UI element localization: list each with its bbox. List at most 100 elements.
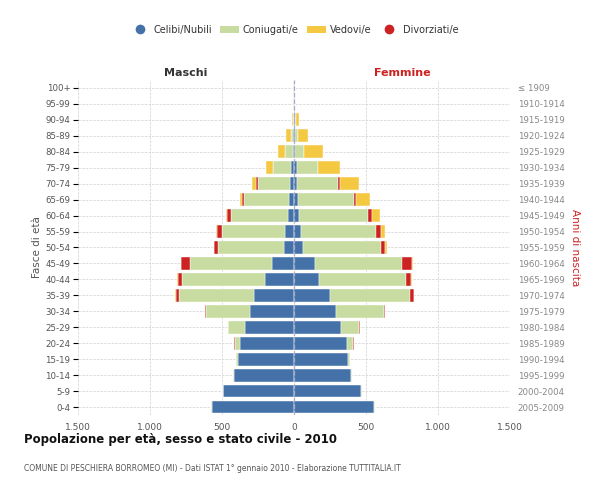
Bar	[294, 130, 295, 142]
Bar	[206, 305, 250, 318]
Bar	[245, 321, 294, 334]
Bar	[240, 337, 294, 349]
Bar	[376, 225, 381, 238]
Bar	[242, 194, 244, 206]
Bar	[294, 353, 348, 366]
Bar	[254, 289, 294, 302]
Text: Popolazione per età, sesso e stato civile - 2010: Popolazione per età, sesso e stato civil…	[24, 432, 337, 446]
Bar	[299, 209, 368, 222]
Bar	[265, 273, 294, 286]
Bar	[298, 194, 355, 206]
Bar	[410, 289, 413, 302]
Bar	[181, 257, 190, 270]
Bar	[272, 257, 294, 270]
Bar	[294, 178, 298, 190]
Y-axis label: Anni di nascita: Anni di nascita	[571, 209, 580, 286]
Bar	[385, 241, 387, 254]
Bar	[295, 146, 304, 158]
Bar	[368, 209, 373, 222]
Bar	[294, 289, 330, 302]
Bar	[294, 194, 298, 206]
Bar	[294, 162, 296, 174]
Bar	[298, 130, 308, 142]
Bar	[274, 162, 292, 174]
Bar	[341, 321, 359, 334]
Bar	[223, 384, 294, 398]
Bar	[295, 114, 296, 126]
Text: Maschi: Maschi	[164, 68, 208, 78]
Bar	[294, 337, 347, 349]
Bar	[233, 368, 294, 382]
Bar	[294, 400, 374, 413]
Bar	[251, 178, 256, 190]
Bar	[290, 130, 293, 142]
Bar	[250, 305, 294, 318]
Bar	[294, 305, 337, 318]
Bar	[190, 257, 272, 270]
Bar	[290, 178, 294, 190]
Bar	[294, 321, 341, 334]
Bar	[319, 273, 406, 286]
Text: Femmine: Femmine	[374, 68, 430, 78]
Bar	[337, 305, 384, 318]
Bar	[223, 225, 285, 238]
Bar	[298, 178, 338, 190]
Bar	[284, 241, 294, 254]
Bar	[214, 241, 218, 254]
Y-axis label: Fasce di età: Fasce di età	[32, 216, 43, 278]
Bar	[266, 162, 273, 174]
Bar	[304, 146, 323, 158]
Bar	[316, 257, 402, 270]
Bar	[330, 289, 410, 302]
Bar	[287, 209, 294, 222]
Bar	[235, 337, 240, 349]
Bar	[296, 162, 318, 174]
Bar	[381, 225, 385, 238]
Bar	[286, 130, 290, 142]
Bar	[240, 194, 242, 206]
Bar	[205, 305, 206, 318]
Bar	[256, 178, 257, 190]
Bar	[227, 209, 232, 222]
Text: COMUNE DI PESCHIERA BORROMEO (MI) - Dati ISTAT 1° gennaio 2010 - Elaborazione TU: COMUNE DI PESCHIERA BORROMEO (MI) - Dati…	[24, 464, 401, 473]
Bar	[361, 384, 362, 398]
Bar	[232, 209, 287, 222]
Bar	[294, 225, 301, 238]
Bar	[384, 305, 385, 318]
Bar	[257, 178, 290, 190]
Bar	[179, 289, 254, 302]
Bar	[338, 178, 340, 190]
Bar	[347, 337, 353, 349]
Bar	[340, 178, 359, 190]
Bar	[355, 194, 356, 206]
Bar	[294, 257, 316, 270]
Bar	[218, 241, 284, 254]
Bar	[294, 368, 352, 382]
Bar	[285, 225, 294, 238]
Bar	[294, 273, 319, 286]
Bar	[244, 194, 289, 206]
Bar	[292, 162, 294, 174]
Bar	[380, 241, 385, 254]
Bar	[238, 353, 294, 366]
Bar	[373, 209, 380, 222]
Bar	[301, 225, 376, 238]
Bar	[319, 162, 340, 174]
Bar	[295, 130, 298, 142]
Bar	[356, 194, 370, 206]
Bar	[292, 114, 293, 126]
Bar	[229, 321, 245, 334]
Bar	[294, 209, 299, 222]
Bar	[286, 146, 293, 158]
Bar	[348, 353, 350, 366]
Bar	[294, 384, 361, 398]
Bar	[278, 146, 286, 158]
Bar	[294, 146, 295, 158]
Bar	[406, 273, 412, 286]
Bar	[289, 194, 294, 206]
Bar	[182, 273, 265, 286]
Bar	[412, 257, 413, 270]
Bar	[217, 225, 223, 238]
Bar	[402, 257, 412, 270]
Bar	[293, 130, 294, 142]
